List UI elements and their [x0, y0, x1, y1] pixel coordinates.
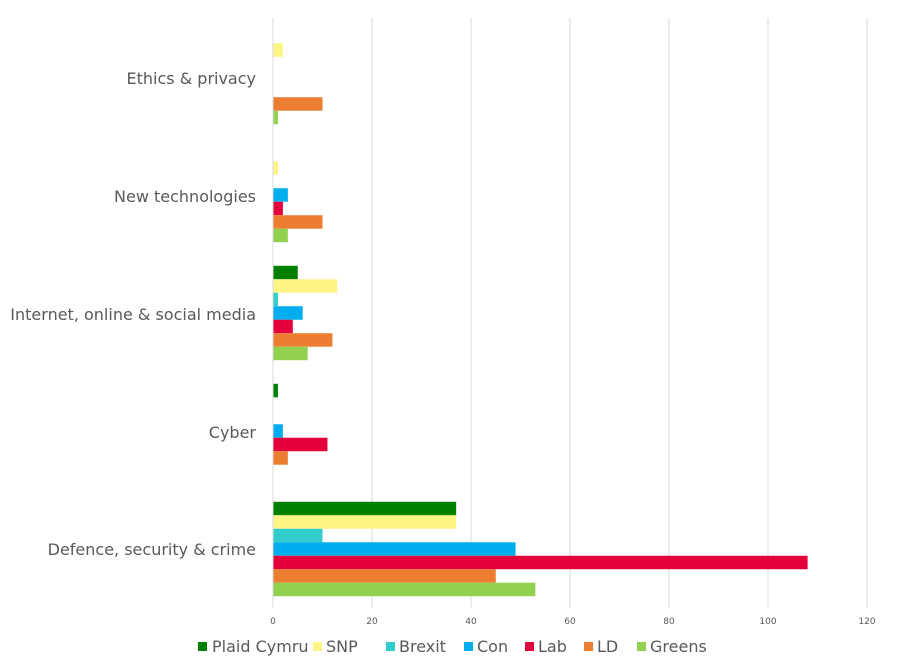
legend-swatch [464, 642, 473, 651]
bar-ld [273, 215, 323, 229]
bar-greens [273, 110, 278, 125]
legend-label: Greens [650, 637, 707, 656]
legend-swatch [313, 642, 322, 651]
bars [273, 43, 808, 597]
bar-con [273, 306, 303, 320]
bar-plaid-cymru [273, 265, 298, 280]
x-tick-label: 20 [366, 617, 378, 627]
bar-plaid-cymru [273, 501, 457, 516]
bar-lab [273, 319, 293, 334]
bar-brexit [273, 528, 323, 543]
legend-label: LD [597, 637, 618, 656]
bar-ld [273, 333, 333, 347]
bar-greens [273, 582, 536, 597]
x-tick-label: 60 [564, 617, 576, 627]
bar-ld [273, 451, 288, 465]
bar-plaid-cymru [273, 383, 278, 398]
legend-label: Plaid Cymru [212, 637, 309, 656]
bar-brexit [273, 292, 278, 307]
category-label: New technologies [114, 187, 256, 206]
category-label: Internet, online & social media [10, 305, 256, 324]
bar-greens [273, 228, 288, 243]
x-tick-label: 40 [465, 617, 477, 627]
bar-con [273, 188, 288, 202]
category-labels: Ethics & privacy New technologies Intern… [10, 69, 256, 559]
x-tick-label: 100 [759, 617, 776, 627]
x-tick-label: 80 [663, 617, 675, 627]
bar-ld [273, 569, 496, 583]
bar-lab [273, 555, 808, 570]
legend-swatch [198, 642, 207, 651]
bar-ld [273, 97, 323, 111]
legend-label: Con [477, 637, 508, 656]
x-tick-labels: 0 20 40 60 80 100 120 [270, 617, 876, 627]
bar-snp [273, 279, 338, 293]
legend-swatch [637, 642, 646, 651]
legend-swatch [584, 642, 593, 651]
bar-con [273, 542, 516, 556]
bar-lab [273, 437, 328, 452]
category-label: Defence, security & crime [48, 540, 256, 559]
x-tick-label: 120 [858, 617, 875, 627]
legend-label: Lab [538, 637, 567, 656]
bar-snp [273, 43, 283, 57]
bar-lab [273, 201, 283, 216]
bar-snp [273, 161, 278, 175]
legend-swatch [386, 642, 395, 651]
bar-snp [273, 515, 457, 529]
legend: Plaid Cymru SNP Brexit Con Lab LD Greens [198, 637, 707, 656]
category-label: Ethics & privacy [127, 69, 256, 88]
bar-greens [273, 346, 308, 361]
legend-label: SNP [326, 637, 358, 656]
legend-swatch [525, 642, 534, 651]
legend-label: Brexit [399, 637, 446, 656]
bar-con [273, 424, 283, 438]
x-tick-label: 0 [270, 617, 276, 627]
category-label: Cyber [209, 423, 257, 442]
